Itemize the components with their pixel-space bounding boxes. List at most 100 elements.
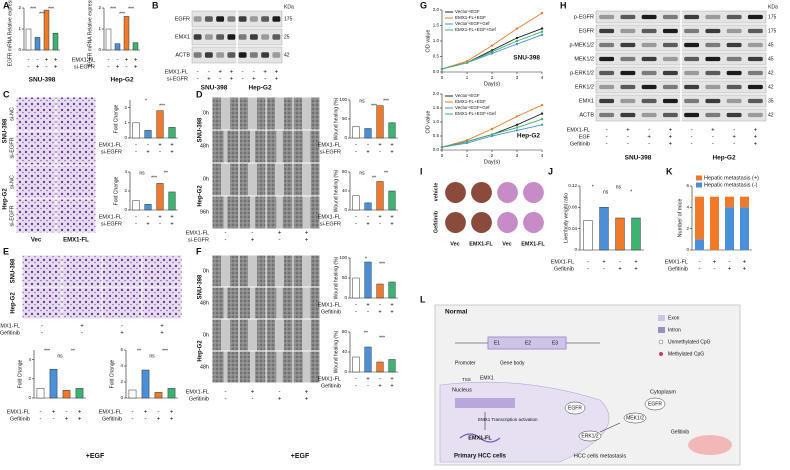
bar	[52, 32, 59, 51]
point	[540, 33, 544, 36]
y-tick-label: 40	[342, 349, 348, 354]
point	[540, 30, 544, 33]
tissue	[471, 182, 492, 203]
bar	[141, 369, 150, 399]
dna-bar	[455, 398, 515, 408]
label: 0h	[203, 110, 209, 116]
y-tick-label: 0.5	[433, 54, 440, 59]
y-tick-label: 0	[28, 395, 31, 400]
egfr-node	[644, 397, 666, 411]
bar	[615, 217, 625, 251]
condition-sign: -	[132, 417, 134, 423]
label: Hep-G2	[110, 77, 134, 84]
tissue	[523, 212, 544, 233]
condition-sign: +	[144, 410, 148, 416]
significance: ***	[39, 11, 45, 17]
y-tick-label: 100	[339, 97, 347, 102]
condition-sign: +	[378, 143, 382, 149]
micrograph	[56, 97, 96, 131]
kda-unit: KDa	[284, 4, 294, 10]
bar	[599, 207, 609, 251]
point	[515, 115, 519, 118]
y-tick-label: 2	[28, 376, 31, 381]
bar-segment	[740, 196, 749, 208]
condition-sign: +	[366, 303, 370, 309]
y-axis-label: Wound healing (%)	[333, 97, 339, 140]
condition-sign: -	[733, 142, 735, 148]
kda-label: 42	[768, 112, 774, 118]
condition-name: si-EGFR	[320, 221, 341, 227]
significance: **	[372, 175, 376, 181]
wound-gap	[223, 287, 228, 319]
condition-sign: +	[45, 58, 49, 64]
condition-sign: -	[41, 324, 43, 330]
wound-gap	[301, 255, 312, 287]
y-axis-label: Fold Change	[109, 359, 115, 388]
protein-label: EMX1	[175, 34, 190, 40]
condition-sign: +	[390, 150, 394, 156]
blot-band	[662, 56, 678, 62]
panel-label: I	[420, 166, 423, 176]
condition-sign: -	[225, 231, 227, 237]
condition-sign: -	[108, 65, 110, 71]
condition-sign: -	[606, 135, 608, 141]
micrograph	[22, 255, 62, 287]
bar	[144, 204, 152, 211]
condition-sign: +	[170, 417, 174, 423]
condition-sign: +	[754, 128, 758, 134]
label: 96h	[200, 209, 209, 215]
condition-sign: +	[602, 260, 606, 266]
condition-sign: -	[41, 331, 43, 337]
y-tick-label: 100	[339, 255, 347, 260]
blot-band	[249, 34, 258, 40]
condition-name: si-EGFR	[320, 149, 341, 155]
label: si-EGFR	[9, 137, 15, 158]
condition-sign: +	[366, 377, 370, 383]
blot-band	[261, 52, 270, 58]
mek-node	[623, 412, 647, 424]
blot-band	[705, 14, 721, 20]
wound-gap	[249, 287, 256, 319]
tissue	[497, 212, 518, 233]
blot-band	[662, 112, 678, 118]
blot-band	[238, 34, 247, 40]
blot-band	[747, 84, 763, 90]
egfr-node	[564, 401, 586, 415]
legend-intron	[658, 327, 665, 333]
blot-band	[662, 28, 678, 34]
condition-sign: +	[157, 417, 161, 423]
blot-band	[599, 112, 615, 118]
point	[440, 67, 444, 71]
condition-name: EMX1-FL	[186, 230, 209, 236]
condition-sign: +	[390, 303, 394, 309]
blot-band	[641, 28, 657, 34]
bar	[352, 277, 360, 299]
diagram-label: MEK1/2	[626, 415, 644, 421]
condition-sign: +	[378, 310, 382, 316]
kda-label: 42	[768, 70, 774, 76]
blot-band	[216, 34, 225, 40]
condition-sign: +	[366, 222, 370, 228]
condition-sign: +	[669, 128, 673, 134]
micrograph	[102, 255, 142, 287]
condition-name: Gefitinib	[570, 141, 590, 147]
micrograph	[56, 165, 96, 199]
label: 0h	[203, 268, 209, 274]
bar-segment	[725, 196, 734, 208]
blot-band	[272, 16, 281, 22]
kda-label: 42	[284, 52, 290, 58]
label: 0h	[203, 332, 209, 338]
legend-label: Vector+EGF+Gef	[455, 21, 490, 26]
label: +EGF	[86, 453, 105, 460]
legend-swatch	[696, 182, 702, 188]
condition-name: EMX1-FL	[72, 57, 95, 63]
micrograph	[56, 131, 96, 165]
blot-band	[747, 56, 763, 62]
blot-band	[261, 16, 270, 22]
significance: ***	[128, 6, 134, 12]
legend-unmethyl	[658, 339, 664, 345]
blot-band	[684, 28, 700, 34]
condition-sign: -	[135, 143, 137, 149]
wound-gap	[223, 130, 228, 163]
y-tick-label: 40	[342, 188, 348, 193]
